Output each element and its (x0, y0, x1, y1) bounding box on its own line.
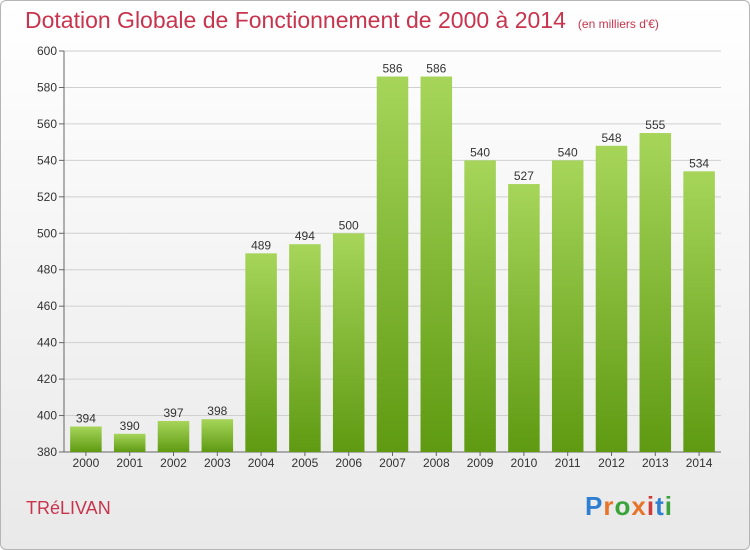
bars (70, 76, 715, 453)
y-tick-label: 540 (37, 153, 57, 167)
x-tick-label: 2012 (598, 456, 625, 470)
data-label: 494 (295, 229, 315, 243)
data-label: 489 (251, 238, 271, 252)
data-label: 390 (120, 419, 140, 433)
y-tick-label: 400 (37, 409, 57, 423)
x-tick-label: 2004 (248, 456, 275, 470)
data-label: 586 (382, 62, 402, 76)
bar (464, 160, 496, 452)
logo-letter: o (614, 491, 632, 521)
y-tick-label: 560 (37, 117, 57, 131)
bar (683, 171, 715, 453)
bar (595, 145, 628, 453)
x-tick-label: 2008 (423, 456, 450, 470)
logo-letter: i (664, 491, 673, 521)
data-label: 586 (426, 62, 446, 76)
data-labels: 394 390 397 398 489 494 500 586 586 540 527 540 548 5… (76, 62, 710, 433)
x-tick-label: 2010 (511, 456, 538, 470)
bar (70, 426, 102, 452)
chart-title: Dotation Globale de Fonctionnement de 20… (25, 7, 659, 34)
x-tick-label: 2011 (555, 456, 581, 470)
x-tick-label: 2002 (160, 456, 187, 470)
x-tick-label: 2006 (335, 456, 362, 470)
data-label: 500 (339, 218, 359, 232)
x-tick-label: 2013 (642, 456, 669, 470)
data-label: 398 (207, 404, 227, 418)
bar (376, 76, 409, 452)
logo-letter: i (646, 491, 656, 521)
bar (420, 76, 453, 452)
data-label: 540 (470, 145, 490, 159)
bar (245, 253, 277, 452)
y-tick-label: 500 (37, 226, 57, 240)
y-tick-label: 440 (37, 336, 57, 350)
proxiti-logo: Proxiti (585, 491, 673, 522)
x-tick-label: 2014 (686, 456, 713, 470)
y-tick-label: 380 (37, 445, 57, 459)
bar (113, 433, 146, 452)
chart-unit: (en milliers d'€) (577, 17, 659, 31)
x-tick-label: 2003 (204, 456, 231, 470)
x-tick-label: 2001 (116, 456, 143, 470)
data-label: 555 (645, 118, 665, 132)
data-label: 540 (558, 145, 578, 159)
x-tick-label: 2005 (292, 456, 319, 470)
bar (289, 244, 321, 452)
x-tick-label: 2007 (379, 456, 406, 470)
y-tick-label: 520 (37, 190, 57, 204)
y-tick-label: 580 (37, 80, 57, 94)
logo-letter: t (655, 491, 665, 521)
bar (332, 233, 365, 452)
logo-letter: P (585, 491, 604, 521)
y-tick-label: 600 (37, 44, 57, 58)
x-tick-label: 2009 (467, 456, 494, 470)
bar (201, 419, 234, 452)
y-tick-label: 420 (37, 372, 57, 386)
chart-title-text: Dotation Globale de Fonctionnement de 20… (25, 7, 566, 33)
data-label: 394 (76, 411, 96, 425)
data-label: 548 (601, 131, 621, 145)
bar (551, 160, 584, 452)
commune-name: TRéLIVAN (26, 498, 111, 518)
x-tick-label: 2000 (73, 456, 100, 470)
y-tick-label: 460 (37, 299, 57, 313)
data-label: 397 (163, 406, 183, 420)
logo-letter: r (603, 491, 615, 521)
y-tick-label: 480 (37, 263, 57, 277)
bar (639, 133, 672, 453)
bar (508, 184, 540, 453)
data-label: 534 (689, 156, 709, 170)
data-label: 527 (514, 169, 534, 183)
bar (157, 421, 190, 452)
logo-letter: x (631, 491, 647, 521)
